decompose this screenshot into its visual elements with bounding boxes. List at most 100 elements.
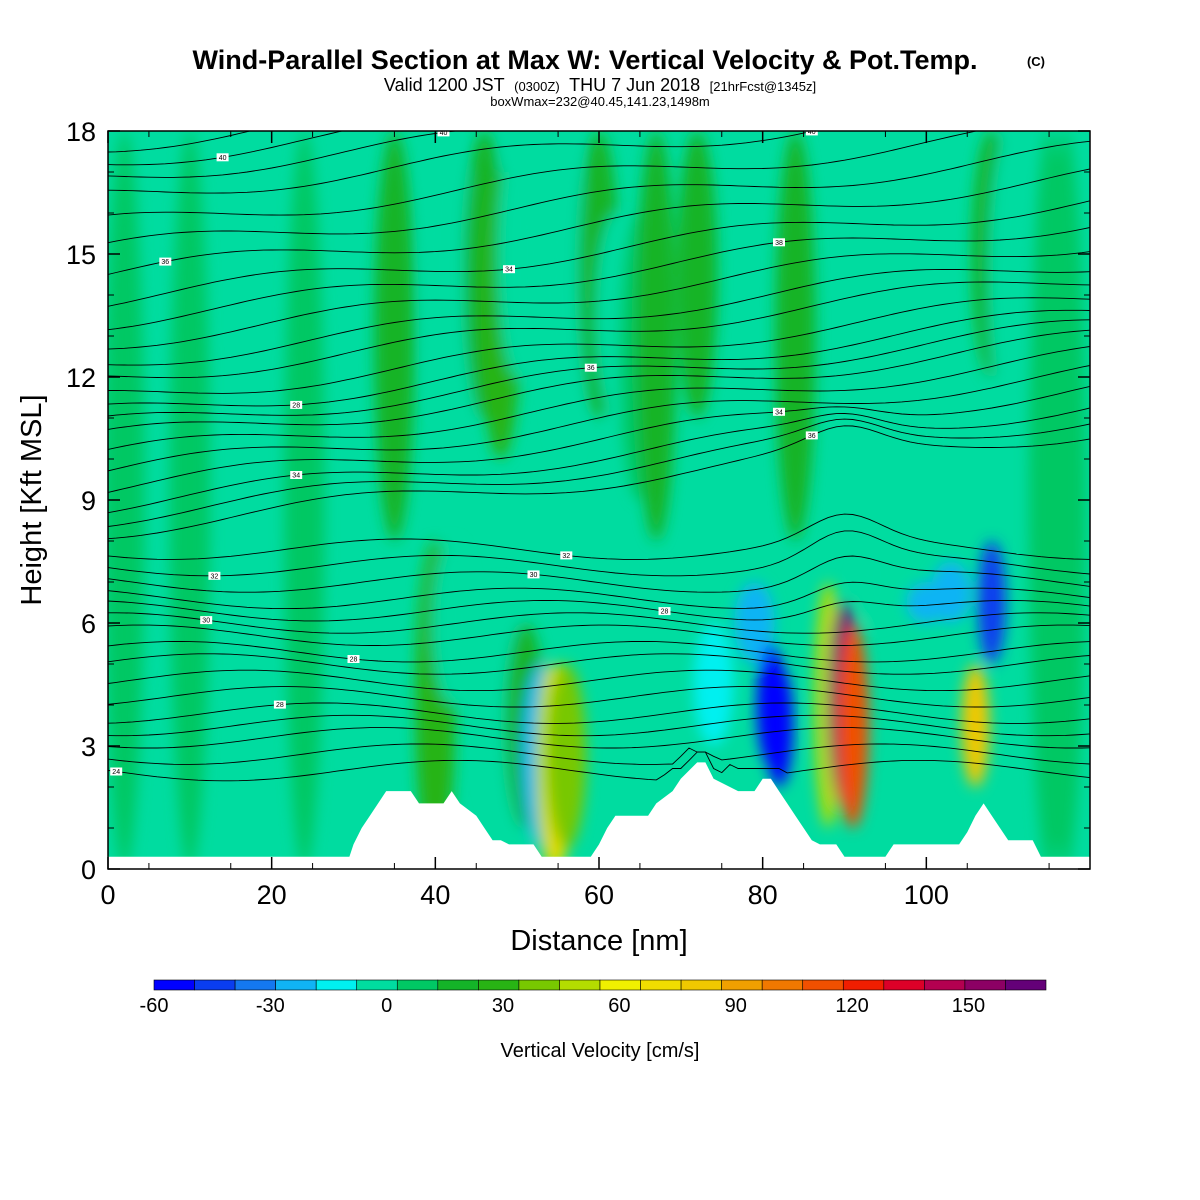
- contour-label-bg: [159, 257, 172, 266]
- colorbar-swatch: [1005, 979, 1047, 991]
- theta-contour: [108, 140, 1090, 244]
- colorbar-swatch: [559, 979, 601, 991]
- colorbar-tick-label: 30: [492, 995, 514, 1017]
- theta-contour: [108, 714, 1090, 737]
- theta-contour: [108, 555, 1090, 593]
- theta-contour: [108, 686, 1090, 708]
- copyright-mark: (C): [1027, 54, 1045, 69]
- contour-label: 28: [350, 657, 358, 664]
- theta-contour: [108, 131, 816, 194]
- colorbar-tick-label: 60: [608, 995, 630, 1017]
- contour-label-bg: [584, 363, 597, 372]
- theta-contour: [108, 653, 1090, 675]
- velocity-field: [108, 131, 1086, 869]
- theta-contour: [108, 200, 1090, 307]
- theta-contour: [108, 297, 1090, 394]
- colorbar-swatch: [315, 979, 358, 991]
- x-tick-label: 0: [100, 880, 115, 910]
- contour-label: 24: [112, 769, 120, 776]
- contour-label-bg: [437, 131, 450, 137]
- theta-contour: [108, 269, 1090, 366]
- theta-contour: [108, 530, 1090, 577]
- contour-label-bg: [527, 570, 540, 579]
- theta-contour: [108, 418, 1090, 527]
- contour-label-bg: [273, 700, 286, 709]
- contour-label: 30: [202, 618, 210, 625]
- theta-contour: [108, 702, 1090, 724]
- colorbar-swatch: [356, 979, 398, 991]
- colorbar-tick-label: 0: [381, 995, 392, 1017]
- velocity-cell: [677, 131, 718, 418]
- velocity-cell: [765, 664, 794, 787]
- colorbar-swatch: [275, 979, 317, 991]
- colorbar-swatch: [842, 979, 885, 991]
- colorbar-tick-label: -30: [256, 995, 285, 1017]
- colorbar-tick-label: 150: [952, 995, 985, 1017]
- terrain: [108, 762, 1090, 869]
- velocity-cell: [497, 131, 538, 377]
- velocity-cell: [284, 131, 325, 869]
- colorbar-tick-label: 120: [835, 995, 868, 1017]
- contour-label-bg: [110, 767, 123, 776]
- valid-date: THU 7 Jun 2018: [569, 75, 700, 95]
- theta-contour: [108, 513, 1090, 560]
- theta-contour: [108, 612, 1090, 634]
- contour-label: 36: [587, 365, 595, 372]
- forecast-info: [21hrFcst@1345z]: [710, 79, 816, 94]
- contour-label: 36: [808, 433, 816, 440]
- contour-label-bg: [805, 431, 818, 440]
- velocity-cell: [1045, 131, 1086, 869]
- contour-label-bg: [216, 153, 229, 162]
- velocity-cell: [836, 623, 869, 828]
- x-tick-label: 40: [420, 880, 450, 910]
- y-axis-label: Height [Kft MSL]: [16, 394, 48, 605]
- contour-label: 30: [530, 572, 538, 579]
- velocity-cell: [431, 541, 472, 705]
- x-tick-label: 60: [584, 880, 614, 910]
- contour-label: 28: [292, 402, 300, 409]
- y-tick-label: 18: [66, 117, 96, 147]
- contour-label-bg: [290, 400, 303, 409]
- colorbar-swatch: [964, 979, 1006, 991]
- theta-contour: [108, 329, 1090, 430]
- y-tick-label: 6: [81, 609, 96, 639]
- contour-label-bg: [200, 616, 213, 625]
- colorbar-swatch: [883, 979, 925, 991]
- theta-contour: [108, 131, 345, 166]
- contour-label: 40: [808, 129, 816, 136]
- valid-utc: (0300Z): [514, 79, 560, 94]
- contour-label-bg: [347, 655, 360, 663]
- theta-contour: [108, 281, 1090, 379]
- theta-contour: [108, 727, 1090, 749]
- colorbar-swatch: [761, 979, 804, 991]
- terrain-fill: [108, 762, 1090, 869]
- boxwmax-info: boxWmax=232@40.45,141.23,1498m: [490, 94, 710, 109]
- colorbar-swatch: [721, 979, 763, 991]
- velocity-cell: [988, 131, 1029, 418]
- colorbar-swatch: [396, 979, 439, 991]
- y-tick-label: 9: [81, 486, 96, 516]
- velocity-cell: [930, 561, 971, 623]
- x-tick-label: 20: [257, 880, 287, 910]
- contour-label: 34: [775, 409, 783, 416]
- contour-label-bg: [805, 131, 818, 136]
- valid-prefix: Valid 1200 JST: [384, 75, 505, 95]
- theta-contour: [108, 743, 1090, 765]
- colorbar-swatch: [599, 979, 641, 991]
- theta-contour: [108, 751, 1090, 782]
- chart-subtitle: Valid 1200 JST (0300Z) THU 7 Jun 2018 [2…: [384, 75, 816, 95]
- theta-contour: [108, 669, 1090, 692]
- colorbar-label: Vertical Velocity [cm/s]: [501, 1040, 700, 1062]
- theta-contour: [108, 168, 1090, 275]
- theta-contour: [108, 581, 1090, 610]
- theta-contour: [108, 624, 1090, 646]
- velocity-cell: [108, 131, 145, 869]
- theta-contour: [108, 600, 1090, 622]
- contour-label: 32: [562, 553, 570, 560]
- y-tick-label: 3: [81, 732, 96, 762]
- colorbar-tick-label: -60: [140, 995, 169, 1017]
- theta-contour: [108, 131, 655, 178]
- velocity-cell: [636, 131, 677, 541]
- contour-label-bg: [773, 407, 785, 416]
- velocity-cell: [546, 131, 587, 459]
